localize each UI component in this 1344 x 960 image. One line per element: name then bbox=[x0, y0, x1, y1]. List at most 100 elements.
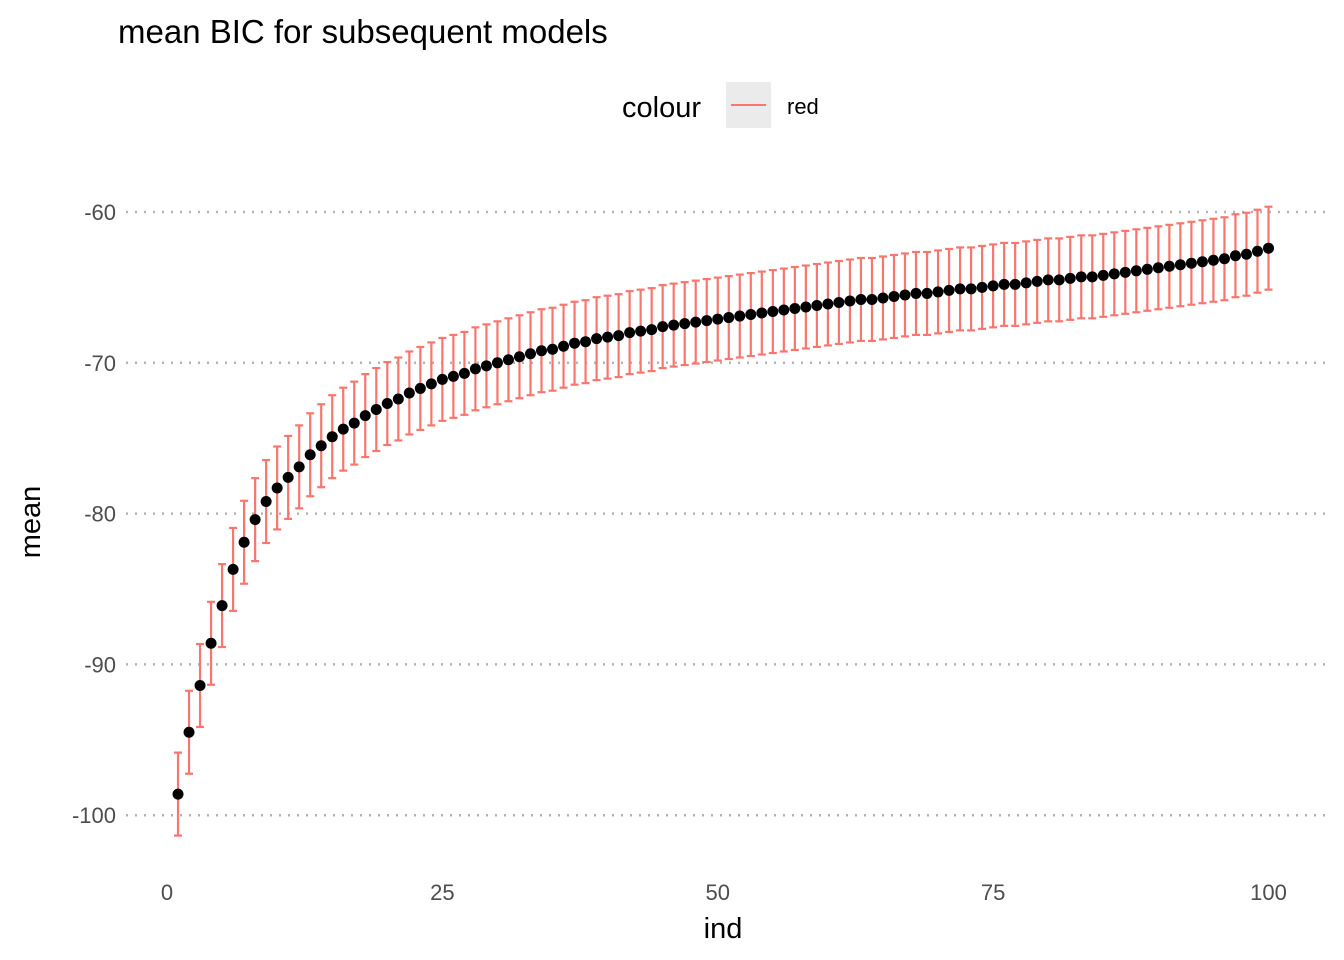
data-point bbox=[547, 343, 559, 355]
data-point bbox=[370, 404, 382, 416]
data-point bbox=[910, 287, 922, 299]
data-point bbox=[536, 345, 548, 357]
data-point bbox=[822, 298, 834, 310]
data-points bbox=[172, 242, 1274, 800]
data-point bbox=[491, 357, 503, 369]
legend: colour red bbox=[622, 82, 819, 128]
data-point bbox=[613, 330, 625, 342]
data-point bbox=[1196, 256, 1208, 268]
y-tick-label: -100 bbox=[72, 803, 116, 828]
data-point bbox=[921, 287, 933, 299]
data-point bbox=[524, 348, 536, 360]
data-point bbox=[480, 360, 492, 372]
data-point bbox=[359, 410, 371, 422]
data-point bbox=[888, 290, 900, 302]
data-point bbox=[800, 301, 812, 313]
data-point bbox=[987, 280, 999, 292]
data-point bbox=[712, 313, 724, 325]
data-point bbox=[1086, 271, 1098, 283]
y-tick-label: -80 bbox=[84, 502, 116, 527]
data-point bbox=[260, 496, 272, 508]
data-point bbox=[690, 316, 702, 328]
data-point bbox=[447, 370, 459, 382]
data-point bbox=[1229, 250, 1241, 262]
error-bars bbox=[174, 205, 1273, 837]
data-point bbox=[899, 289, 911, 301]
x-tick-label: 0 bbox=[161, 880, 173, 905]
data-point bbox=[1119, 266, 1131, 278]
data-point bbox=[392, 393, 404, 405]
data-point bbox=[998, 278, 1010, 290]
data-point bbox=[657, 321, 669, 333]
data-point bbox=[1185, 257, 1197, 269]
data-point bbox=[1141, 263, 1153, 275]
legend-title: colour bbox=[622, 92, 701, 124]
data-point bbox=[558, 340, 570, 352]
data-point bbox=[756, 307, 768, 319]
data-point bbox=[315, 440, 327, 452]
y-axis-ticks: -100 -90 -80 -70 -60 bbox=[72, 200, 116, 828]
data-point bbox=[646, 324, 658, 336]
data-point bbox=[569, 337, 581, 349]
data-point bbox=[1075, 271, 1087, 283]
data-point bbox=[965, 283, 977, 295]
data-point bbox=[1009, 278, 1021, 290]
data-point bbox=[469, 363, 481, 375]
data-point bbox=[877, 292, 889, 304]
data-point bbox=[513, 351, 525, 363]
data-point bbox=[701, 315, 713, 327]
data-point bbox=[1130, 265, 1142, 277]
data-point bbox=[1263, 242, 1274, 254]
data-point bbox=[282, 471, 294, 483]
data-point bbox=[183, 726, 195, 738]
data-point bbox=[668, 319, 680, 331]
data-point bbox=[855, 293, 867, 305]
data-point bbox=[844, 295, 856, 307]
chart-title: mean BIC for subsequent models bbox=[118, 13, 608, 50]
data-point bbox=[337, 423, 349, 435]
data-point bbox=[734, 310, 746, 322]
data-point bbox=[216, 600, 228, 612]
data-point bbox=[238, 536, 250, 548]
data-point bbox=[1207, 254, 1219, 266]
data-point bbox=[502, 354, 514, 366]
data-point bbox=[580, 336, 592, 348]
data-point bbox=[833, 296, 845, 308]
y-axis-title: mean bbox=[15, 486, 47, 559]
data-point bbox=[954, 283, 966, 295]
data-point bbox=[205, 637, 217, 649]
data-point bbox=[271, 482, 283, 494]
data-point bbox=[326, 431, 338, 443]
x-axis-title: ind bbox=[704, 913, 743, 945]
data-point bbox=[1251, 245, 1263, 257]
data-point bbox=[425, 378, 437, 390]
data-point bbox=[1020, 277, 1032, 289]
data-point bbox=[789, 303, 801, 315]
data-point bbox=[1053, 274, 1065, 286]
data-point bbox=[679, 318, 691, 330]
data-point bbox=[436, 373, 448, 385]
data-point bbox=[943, 284, 955, 296]
data-point bbox=[811, 299, 823, 311]
data-point bbox=[866, 293, 878, 305]
y-tick-label: -70 bbox=[84, 351, 116, 376]
data-point bbox=[635, 325, 647, 337]
data-point bbox=[1108, 268, 1120, 280]
x-tick-label: 100 bbox=[1250, 880, 1287, 905]
data-point bbox=[745, 309, 757, 321]
data-point bbox=[723, 312, 735, 324]
y-tick-label: -60 bbox=[84, 200, 116, 225]
data-point bbox=[976, 281, 988, 293]
data-point bbox=[381, 398, 393, 410]
x-tick-label: 50 bbox=[706, 880, 730, 905]
data-point bbox=[249, 514, 261, 526]
y-tick-label: -90 bbox=[84, 652, 116, 677]
data-point bbox=[403, 387, 415, 399]
data-point bbox=[591, 333, 603, 345]
data-point bbox=[1097, 269, 1109, 281]
data-point bbox=[602, 331, 614, 343]
data-point bbox=[458, 367, 470, 379]
data-point bbox=[624, 327, 636, 339]
data-point bbox=[227, 563, 239, 575]
